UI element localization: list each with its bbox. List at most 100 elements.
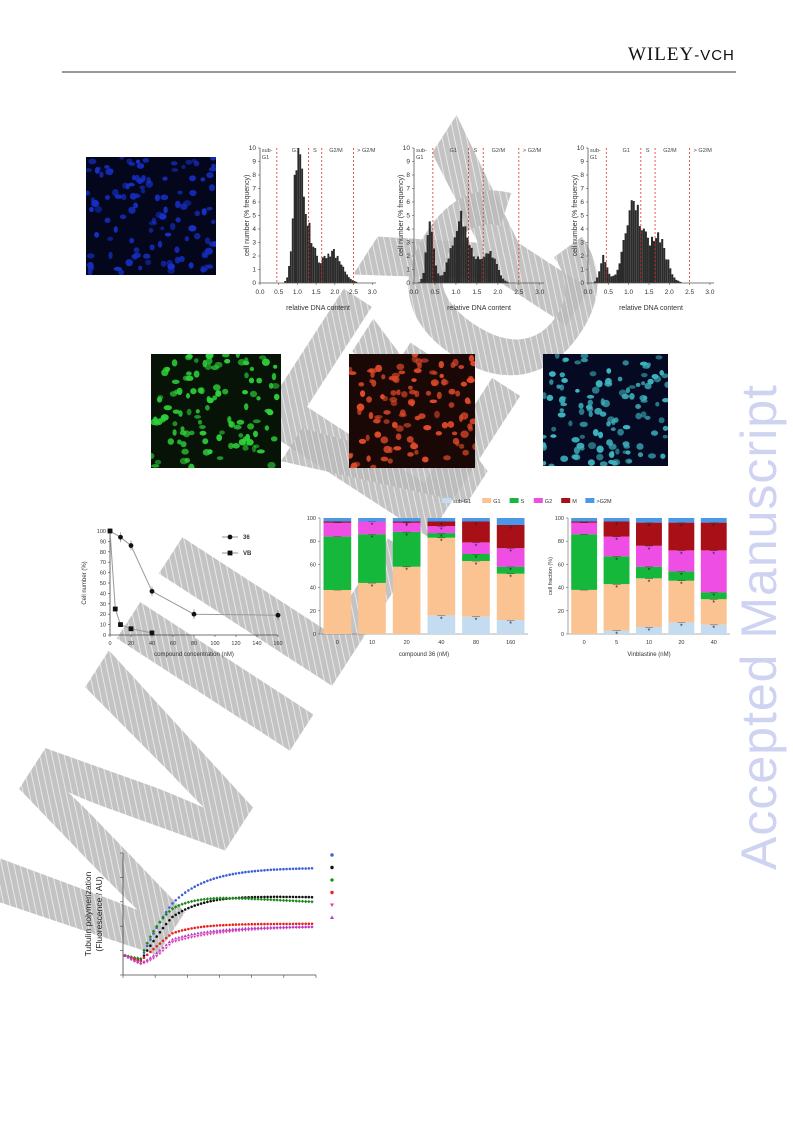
data-point (190, 936, 194, 939)
data-point (256, 869, 260, 873)
histogram-bar (462, 226, 465, 283)
histogram-bar (289, 251, 292, 283)
bar-segment-m (668, 522, 695, 551)
data-point (272, 895, 276, 899)
data-point (112, 606, 118, 612)
bar-segment-gtg2m (462, 518, 490, 522)
data-point (174, 905, 178, 909)
histogram-bar (504, 280, 507, 283)
data-point (272, 898, 276, 902)
data-point (202, 930, 206, 934)
x-tick-label: 3.0 (535, 289, 544, 296)
significance-mark: * (475, 543, 478, 550)
y-tick-label: 60 (100, 571, 106, 577)
x-tick-label: 1.5 (644, 289, 653, 296)
green-micrograph (151, 354, 281, 468)
data-point (279, 922, 282, 926)
data-point (145, 944, 149, 948)
histogram-bar (338, 261, 341, 283)
data-point (272, 868, 276, 871)
accepted-manuscript-watermark: Accepted Manuscript (731, 384, 787, 870)
histogram-bar (316, 255, 318, 283)
histogram-bar (464, 226, 467, 283)
data-point (227, 896, 232, 900)
data-point (247, 926, 251, 930)
histogram-bar (435, 265, 438, 283)
data-point (269, 868, 273, 872)
histogram-bar (443, 271, 446, 283)
bar-segment-m (392, 521, 421, 523)
data-point (202, 933, 206, 937)
data-point (307, 895, 311, 899)
histogram-bar (630, 200, 633, 283)
significance-mark: * (712, 626, 715, 633)
histogram-bar (331, 250, 333, 283)
gate-label: S (646, 148, 650, 154)
histogram-bar (291, 218, 294, 283)
histogram-bar (432, 248, 435, 283)
y-tick-label: 1 (406, 267, 410, 274)
bar-segment-m (427, 521, 456, 527)
data-point (275, 895, 279, 899)
bar-segment-g1 (571, 589, 598, 634)
data-point (149, 950, 152, 954)
data-point (240, 927, 244, 930)
gate-label: > G2/M (357, 148, 376, 154)
data-point (155, 955, 159, 958)
y-tick-label: 9 (406, 159, 410, 166)
y-axis-label: cell number (% frequency) (572, 175, 579, 257)
bar-segment-g2 (603, 536, 630, 557)
data-point (170, 937, 175, 941)
data-point (129, 957, 133, 961)
data-point (205, 933, 209, 936)
x-tick-label: 60 (170, 641, 176, 647)
data-point (218, 875, 222, 879)
bar-segment-s (603, 556, 630, 585)
histogram-bar (667, 259, 670, 283)
bar-segment-subg1 (636, 627, 662, 634)
data-point (307, 899, 311, 904)
data-point (196, 931, 200, 935)
data-point (228, 927, 232, 931)
red-micrograph (349, 354, 475, 468)
significance-mark: * (371, 522, 374, 529)
data-point (148, 956, 152, 959)
legend-label: >G2M (596, 499, 612, 505)
data-point (132, 959, 137, 962)
significance-mark: * (475, 562, 478, 569)
bar-segment-g2 (323, 522, 352, 537)
data-point (183, 891, 187, 894)
data-point (149, 588, 155, 594)
data-point (256, 922, 260, 926)
data-point (300, 899, 305, 903)
data-point (202, 925, 206, 928)
data-point (142, 951, 146, 954)
bar-segment-s (392, 531, 421, 567)
gate-label: S (313, 148, 317, 154)
y-tick-label: 40 (558, 586, 564, 592)
data-point (288, 867, 292, 871)
data-point (266, 925, 270, 929)
histogram-bar (441, 275, 444, 283)
data-point (183, 901, 187, 905)
y-tick-label: 1 (580, 267, 584, 274)
data-point (266, 922, 269, 926)
data-point (234, 896, 238, 900)
data-point (174, 940, 178, 943)
histogram-bar (657, 232, 660, 283)
gate-label: G1 (416, 155, 423, 161)
bar-segment-g2 (392, 522, 421, 532)
y-tick-label: 7 (580, 186, 584, 193)
histogram-bar (487, 253, 490, 283)
data-point (215, 898, 219, 902)
data-point (300, 925, 305, 928)
data-point (310, 895, 314, 899)
data-point (279, 895, 282, 899)
significance-mark: * (440, 527, 443, 534)
data-point (199, 882, 203, 885)
x-tick-label: 0.5 (604, 289, 613, 296)
x-tick-label: 0.0 (409, 289, 418, 296)
significance-mark: * (615, 538, 618, 545)
histogram-bar (445, 262, 448, 283)
